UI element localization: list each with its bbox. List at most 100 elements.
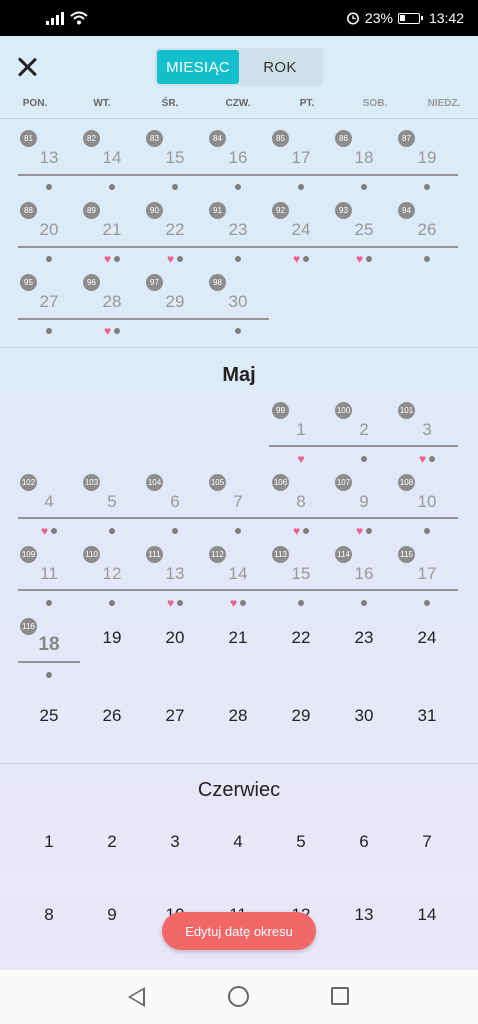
calendar-day[interactable]: 2 [80,822,144,894]
calendar-day[interactable]: 24 [395,618,459,690]
day-number: 13 [354,905,374,924]
calendar-day[interactable]: 97 29 [143,274,207,346]
calendar-day[interactable]: 88 20 [17,202,81,274]
tab-month[interactable]: MIESIĄC [157,50,239,84]
calendar-day[interactable]: 93 25 ♥ [332,202,396,274]
calendar-day[interactable]: 21 [206,618,270,690]
calendar-day[interactable]: 23 [332,618,396,690]
calendar-day[interactable]: 20 [143,618,207,690]
calendar-day[interactable]: 95 27 [17,274,81,346]
calendar-day[interactable]: 3 [143,822,207,894]
calendar-day[interactable]: 5 [269,822,333,894]
calendar-day[interactable]: 113 15 [269,546,333,618]
calendar-day[interactable]: 89 21 ♥ [80,202,144,274]
calendar-day[interactable]: 25 [17,696,81,768]
calendar-day[interactable]: 13 [332,895,396,967]
heart-icon: ♥ [166,596,175,610]
cycle-line [18,589,458,591]
cycle-day-badge: 87 [398,130,415,147]
recent-apps-icon[interactable] [331,987,349,1005]
calendar-day[interactable]: 92 24 ♥ [269,202,333,274]
day-markers [206,526,270,536]
calendar-day[interactable]: 115 17 [395,546,459,618]
day-markers [269,182,333,192]
calendar-day[interactable]: 8 [17,895,81,967]
day-number: 18 [354,148,374,167]
calendar-day[interactable]: 106 8 ♥ [269,474,333,546]
day-number: 16 [228,148,248,167]
day-number: 28 [102,292,122,311]
calendar-day[interactable]: 4 [206,822,270,894]
home-icon[interactable] [228,986,249,1007]
calendar-day[interactable]: 98 30 [206,274,270,346]
day-number: 6 [170,492,180,511]
calendar-day[interactable]: 82 14 [80,130,144,202]
calendar-day[interactable]: 27 [143,696,207,768]
calendar-day[interactable]: 83 15 [143,130,207,202]
back-icon[interactable] [128,987,145,1007]
dot-icon [424,600,430,606]
cycle-line [18,517,458,519]
day-number: 9 [359,492,369,511]
calendar-day[interactable]: 30 [332,696,396,768]
calendar-day[interactable]: 9 [80,895,144,967]
calendar-day[interactable]: 96 28 ♥ [80,274,144,346]
calendar-day[interactable]: 29 [269,696,333,768]
calendar-day[interactable]: 109 11 [17,546,81,618]
dot-icon [109,528,115,534]
day-markers [17,182,81,192]
day-number: 15 [165,148,185,167]
calendar-day[interactable]: 14 [395,895,459,967]
calendar-day[interactable]: 22 [269,618,333,690]
edit-period-button[interactable]: Edytuj datę okresu [162,912,316,950]
weekday-divider [0,118,478,119]
day-number: 10 [417,492,437,511]
month-divider [0,347,478,348]
calendar-day[interactable]: 99 1 ♥ [269,402,333,474]
calendar-day[interactable]: 91 23 [206,202,270,274]
cycle-day-badge: 89 [83,202,100,219]
cycle-day-badge: 94 [398,202,415,219]
calendar-day[interactable]: 7 [395,822,459,894]
day-markers [395,526,459,536]
calendar-day[interactable]: 90 22 ♥ [143,202,207,274]
day-number: 29 [165,292,185,311]
calendar-day[interactable]: 19 [80,618,144,690]
tab-year[interactable]: ROK [263,58,297,76]
calendar-day[interactable]: 87 19 [395,130,459,202]
alarm-icon [346,12,359,25]
calendar-day[interactable]: 84 16 [206,130,270,202]
cycle-day-badge: 95 [20,274,37,291]
day-number: 8 [44,905,54,924]
calendar-day[interactable]: 108 10 [395,474,459,546]
calendar-day[interactable]: 104 6 [143,474,207,546]
weekday-header: PON. WT. ŚR. CZW. PT. SOB. NIEDZ. [0,98,478,118]
calendar-day[interactable]: 6 [332,822,396,894]
calendar-day[interactable]: 81 13 [17,130,81,202]
dot-icon [235,256,241,262]
calendar-day[interactable]: 111 13 ♥ [143,546,207,618]
calendar-day[interactable]: 86 18 [332,130,396,202]
cycle-line [18,661,80,663]
calendar-day[interactable]: 1 [17,822,81,894]
calendar-day[interactable]: 110 12 [80,546,144,618]
calendar-day[interactable]: 101 3 ♥ [395,402,459,474]
calendar-day[interactable]: 85 17 [269,130,333,202]
calendar-day[interactable]: 114 16 [332,546,396,618]
calendar-day[interactable]: 103 5 [80,474,144,546]
day-number: 18 [38,634,60,655]
close-icon[interactable] [14,54,40,80]
cycle-day-badge: 85 [272,130,289,147]
calendar-day[interactable]: 94 26 [395,202,459,274]
calendar-day[interactable]: 112 14 ♥ [206,546,270,618]
dot-icon [429,456,436,462]
calendar-day[interactable]: 31 [395,696,459,768]
calendar-day[interactable]: 102 4 ♥ [17,474,81,546]
calendar-day[interactable]: 28 [206,696,270,768]
calendar-day[interactable]: 26 [80,696,144,768]
calendar-day[interactable]: 107 9 ♥ [332,474,396,546]
calendar-day[interactable]: 100 2 [332,402,396,474]
calendar-day-today[interactable]: 116 18 [17,618,81,690]
day-markers [17,670,81,680]
calendar-day[interactable]: 105 7 [206,474,270,546]
